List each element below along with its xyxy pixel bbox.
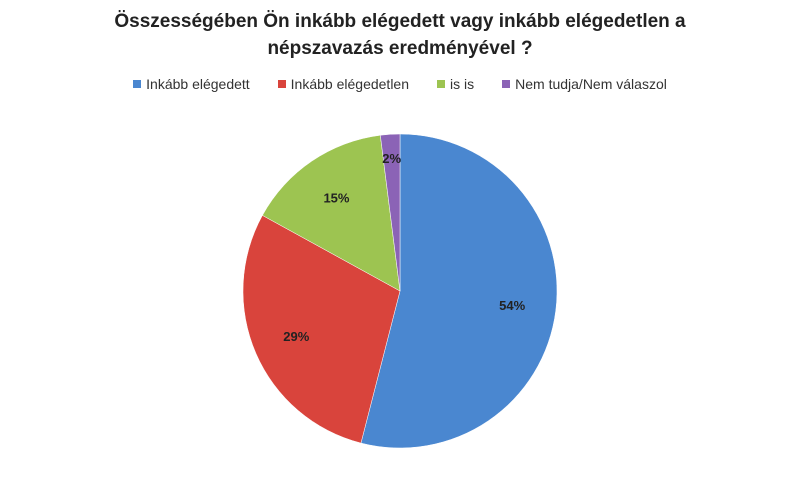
legend-item: Nem tudja/Nem válaszol [502, 76, 667, 92]
pie-slice [242, 215, 401, 444]
legend-swatch [437, 80, 445, 88]
legend-item: Inkább elégedetlen [277, 76, 409, 92]
pie-slice [360, 133, 558, 449]
slice-label: 54% [499, 298, 525, 313]
legend-label: Inkább elégedett [146, 76, 250, 92]
legend-label: Nem tudja/Nem válaszol [515, 76, 667, 92]
legend-item: is is [437, 76, 474, 92]
slice-label: 29% [283, 329, 309, 344]
pie-slice [380, 133, 401, 292]
legend: Inkább elégedett Inkább elégedetlen is is N… [0, 76, 800, 92]
legend-swatch [133, 80, 142, 88]
legend-label: Inkább elégedetlen [290, 76, 409, 92]
legend-label: is is [450, 76, 475, 92]
pie-slice [262, 134, 401, 292]
chart-title: Összességében Ön inkább elégedett vagy i… [114, 11, 686, 59]
slice-label: 2% [382, 151, 401, 166]
legend-swatch [277, 80, 286, 88]
legend-item: Inkább elégedett [133, 76, 250, 92]
slice-label: 15% [323, 191, 349, 206]
legend-swatch [502, 80, 511, 88]
